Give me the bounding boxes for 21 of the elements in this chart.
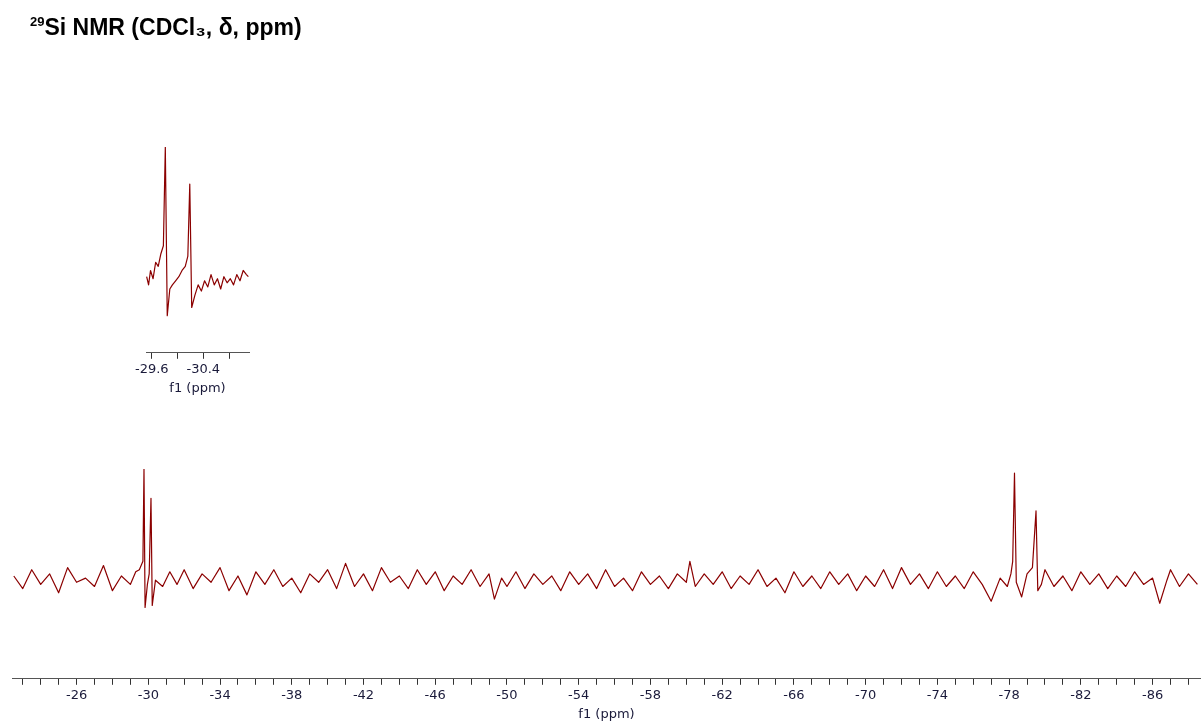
x-axis-title: f1 (ppm) [169,379,226,395]
x-tick-label: -58 [639,686,662,702]
chart-title: $^{29}$Si NMR (CDCl₃, δ, ppm) [30,14,302,41]
x-tick-label: -29.6 [134,360,169,376]
x-tick-label: -66 [783,686,805,702]
x-tick-label: -70 [855,686,877,702]
x-tick-label: -86 [1141,686,1164,702]
x-tick-label: -50 [496,686,518,702]
x-tick-label: -30 [137,686,159,702]
x-tick-label: -34 [209,686,231,702]
x-tick-label: -38 [281,686,303,702]
x-tick-label: -26 [65,686,88,702]
x-tick-label: -54 [568,686,590,702]
x-tick-label: -78 [998,686,1020,702]
x-tick-label: -30.4 [186,360,221,376]
x-tick-label: -62 [711,686,733,702]
x-axis-title: f1 (ppm) [578,705,635,721]
x-tick-label: -42 [352,686,375,702]
x-tick-label: -82 [1070,686,1092,702]
x-tick-label: -74 [926,686,948,702]
x-tick-label: -46 [424,686,446,702]
